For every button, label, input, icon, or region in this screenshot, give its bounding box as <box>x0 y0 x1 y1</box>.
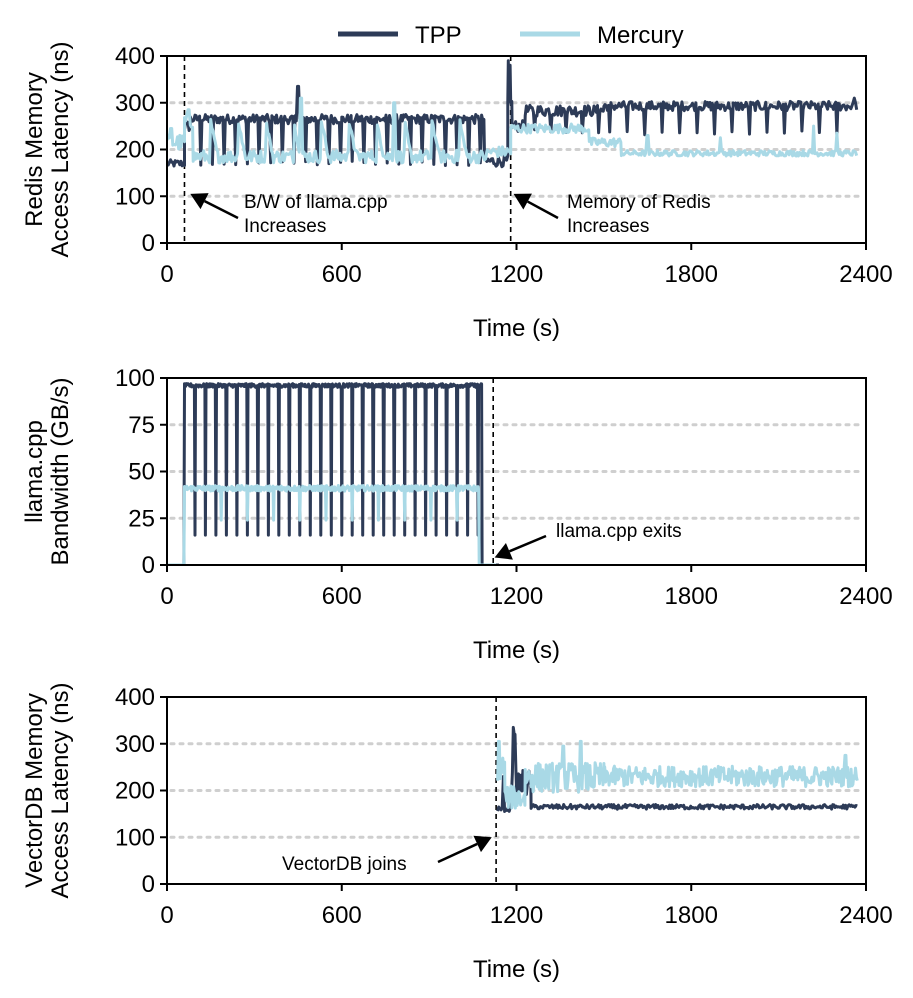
y-tick-label-vectordb-0: 0 <box>142 871 155 898</box>
legend-label-mercury: Mercury <box>597 22 684 49</box>
annotation-arrow-redis-0 <box>204 200 239 220</box>
series-llama-mercury <box>167 484 497 565</box>
y-axis-label-llama: llama.cppBandwidth (GB/s) <box>21 377 74 565</box>
y-tick-label-redis-0: 0 <box>142 230 155 257</box>
y-tick-label-llama-0: 0 <box>142 552 155 579</box>
y-tick-label-redis-3: 300 <box>115 90 155 117</box>
annotation-line-vectordb-0-0: VectorDB joins <box>282 854 407 875</box>
annotation-arrowhead-llama-0 <box>494 543 513 560</box>
x-tick-label-redis-3: 1800 <box>665 261 718 288</box>
x-axis-label-redis: Time (s) <box>473 315 560 342</box>
annotation-arrowhead-redis-1 <box>513 193 532 210</box>
y-axis-label-line-llama-1: Bandwidth (GB/s) <box>47 377 74 565</box>
annotation-line-redis-1-1: Increases <box>567 216 649 237</box>
y-tick-label-vectordb-1: 100 <box>115 824 155 851</box>
y-axis-label-line-vectordb-0: VectorDB Memory <box>21 693 48 888</box>
x-axis-label-llama: Time (s) <box>473 637 560 664</box>
annotation-text-redis-1: Memory of Redis Increases <box>567 192 711 237</box>
legend-label-tpp: TPP <box>415 22 462 49</box>
annotation-line-llama-0-0: llama.cpp exits <box>556 521 682 542</box>
x-tick-label-vectordb-0: 0 <box>160 902 173 929</box>
series-redis-mercury <box>167 96 859 165</box>
x-tick-label-redis-2: 1200 <box>490 261 543 288</box>
x-tick-label-redis-4: 2400 <box>839 261 892 288</box>
x-tick-label-redis-0: 0 <box>160 261 173 288</box>
y-tick-label-vectordb-2: 200 <box>115 778 155 805</box>
y-axis-label-line-redis-0: Redis Memory <box>21 72 48 227</box>
y-tick-label-llama-1: 25 <box>128 505 155 532</box>
legend: TPP Mercury <box>338 22 684 49</box>
chart-redis: 0 600 1200 1800 2400 0 100 200 300 400 Time (s) Red… <box>21 41 893 342</box>
y-axis-label-line-llama-0: llama.cpp <box>21 420 48 523</box>
series-redis-tpp <box>167 59 859 169</box>
y-axis-label-vectordb: VectorDB MemoryAccess Latency (ns) <box>21 682 74 898</box>
annotation-line-redis-1-0: Memory of Redis <box>567 192 711 213</box>
annotation-llama-0: llama.cpp exits <box>494 521 682 560</box>
annotation-text-llama-0: llama.cpp exits <box>556 521 682 542</box>
x-tick-label-llama-3: 1800 <box>665 583 718 610</box>
annotation-arrowhead-vectordb-0 <box>473 835 492 853</box>
y-tick-label-redis-2: 200 <box>115 137 155 164</box>
annotation-arrowhead-redis-0 <box>190 193 209 210</box>
annotation-arrow-redis-1 <box>527 200 559 220</box>
series-vectordb-mercury <box>496 739 859 810</box>
annotation-arrow-vectordb-0 <box>437 842 478 864</box>
y-tick-label-vectordb-3: 300 <box>115 731 155 758</box>
y-tick-label-llama-4: 100 <box>115 365 155 392</box>
annotation-line-redis-0-0: B/W of llama.cpp <box>244 192 388 213</box>
annotation-redis-1: Memory of Redis Increases <box>513 192 711 237</box>
chart-vectordb: 0 600 1200 1800 2400 0 100 200 300 400 Time (s) Vec… <box>21 682 893 983</box>
y-tick-label-llama-3: 75 <box>128 412 155 439</box>
y-axis-label-redis: Redis MemoryAccess Latency (ns) <box>21 41 74 257</box>
x-tick-label-redis-1: 600 <box>322 261 362 288</box>
annotation-line-redis-0-1: Increases <box>244 216 326 237</box>
annotation-redis-0: B/W of llama.cpp Increases <box>190 192 388 237</box>
series-vectordb-tpp <box>496 725 858 813</box>
x-tick-label-llama-1: 600 <box>322 583 362 610</box>
chart-llama: 0 600 1200 1800 2400 0 25 50 75 100 Time (s) llama.… <box>21 365 893 664</box>
annotation-text-redis-0: B/W of llama.cpp Increases <box>244 192 388 237</box>
charts: 0 600 1200 1800 2400 0 100 200 300 400 Time (s) Red… <box>21 41 893 983</box>
y-tick-label-redis-4: 400 <box>115 43 155 70</box>
annotation-text-vectordb-0: VectorDB joins <box>282 854 407 875</box>
annotation-vectordb-0: VectorDB joins <box>282 835 492 875</box>
x-tick-label-vectordb-2: 1200 <box>490 902 543 929</box>
x-tick-label-vectordb-4: 2400 <box>839 902 892 929</box>
annotation-arrow-llama-0 <box>508 534 547 553</box>
x-axis-label-vectordb: Time (s) <box>473 956 560 983</box>
x-tick-label-vectordb-3: 1800 <box>665 902 718 929</box>
y-axis-label-line-vectordb-1: Access Latency (ns) <box>47 682 74 898</box>
x-tick-label-llama-2: 1200 <box>490 583 543 610</box>
series-llama-tpp <box>167 382 499 565</box>
x-tick-label-vectordb-1: 600 <box>322 902 362 929</box>
y-axis-label-line-redis-1: Access Latency (ns) <box>47 41 74 257</box>
x-tick-label-llama-0: 0 <box>160 583 173 610</box>
y-tick-label-vectordb-4: 400 <box>115 684 155 711</box>
y-tick-label-redis-1: 100 <box>115 183 155 210</box>
x-tick-label-llama-4: 2400 <box>839 583 892 610</box>
y-tick-label-llama-2: 50 <box>128 459 155 486</box>
